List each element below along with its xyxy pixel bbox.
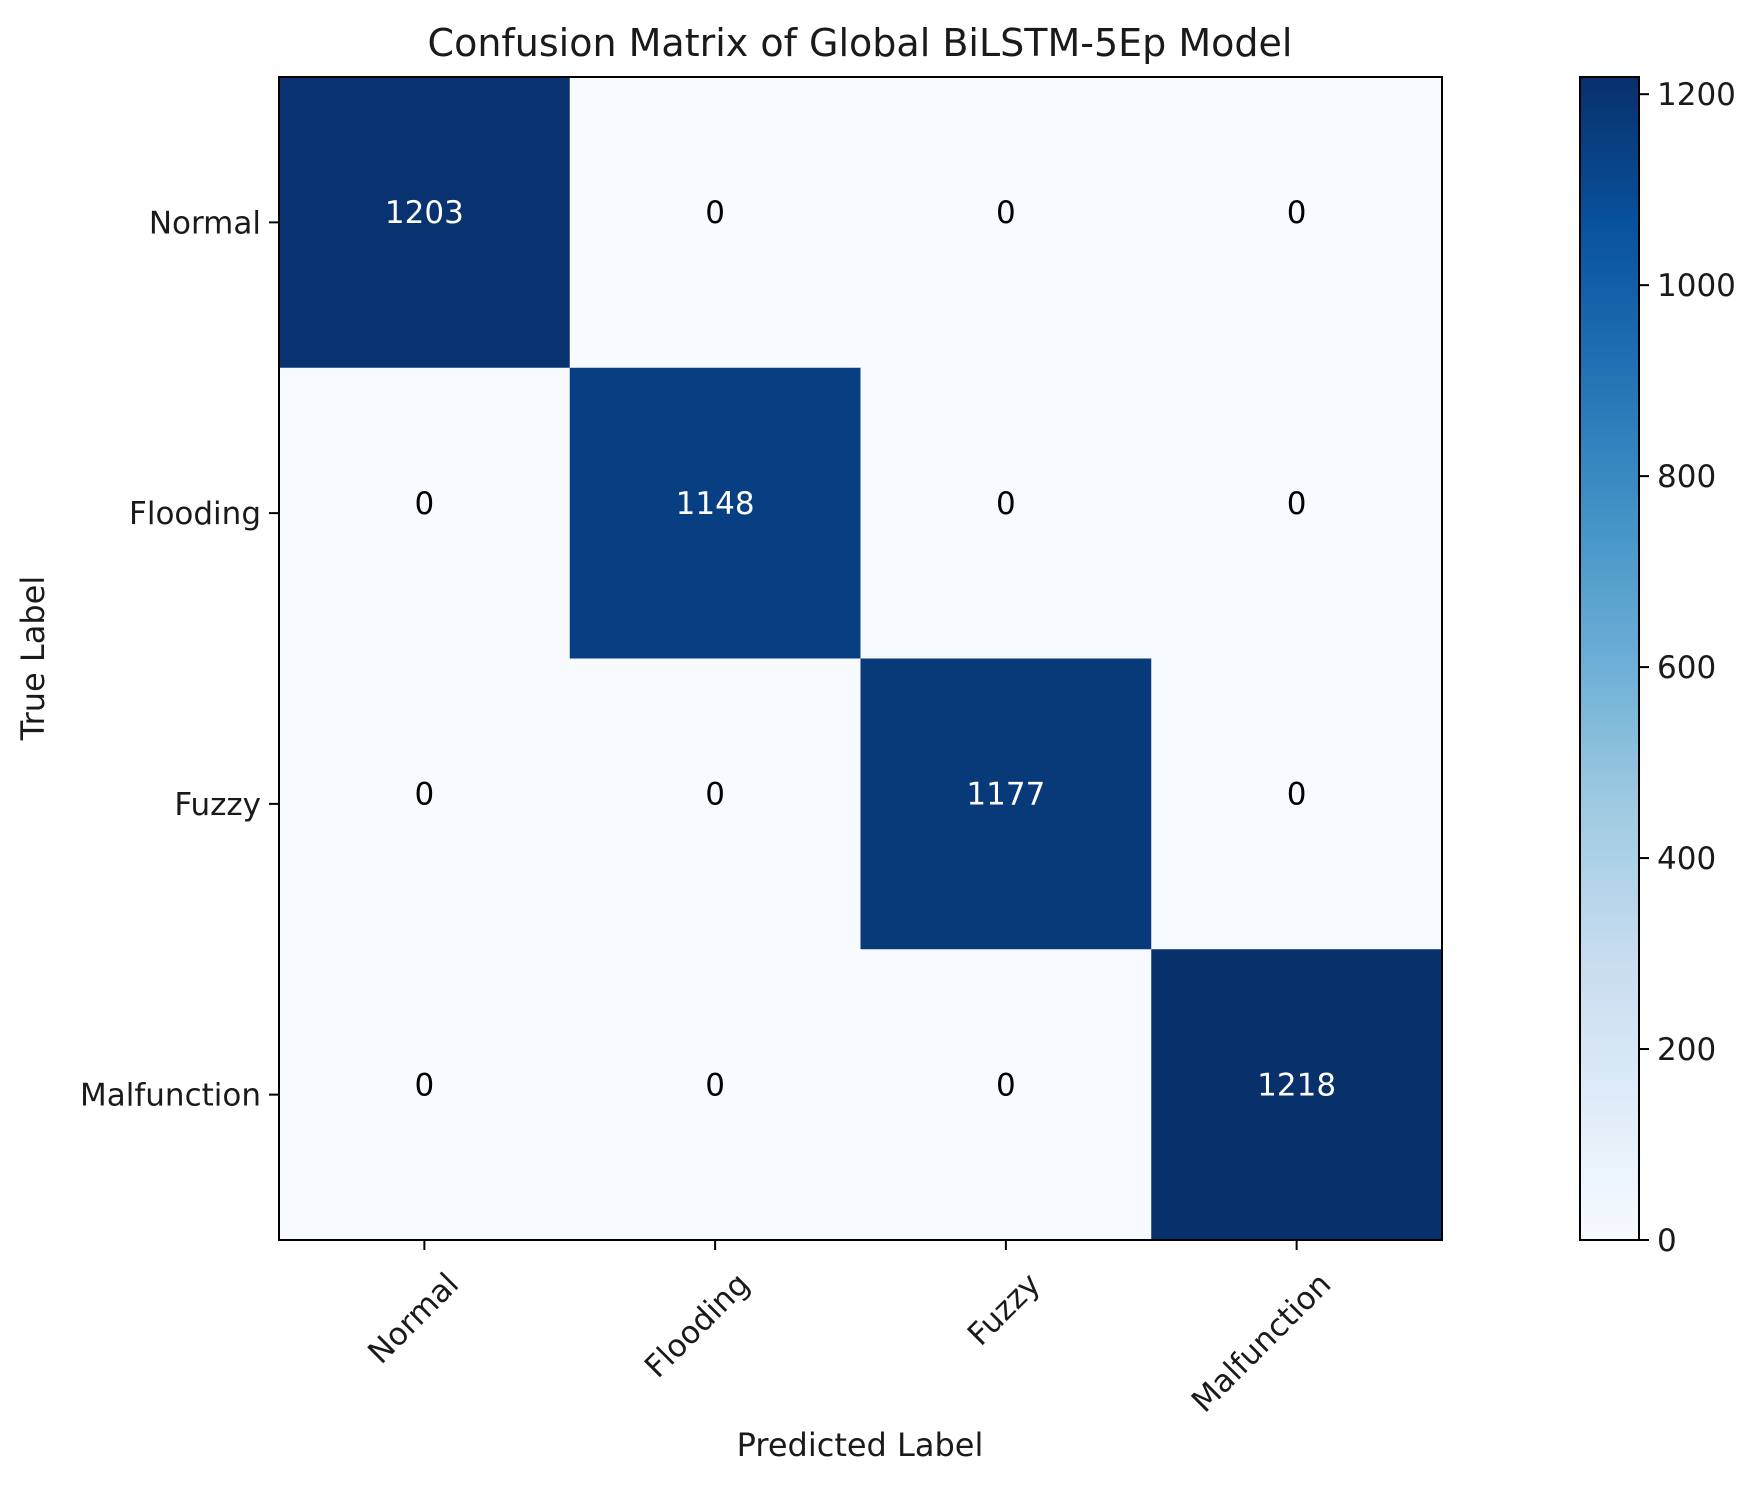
- heatmap-cell: [279, 949, 571, 1241]
- y-tick-label: Flooding: [129, 496, 261, 532]
- cell-value-label: 0: [1287, 195, 1307, 231]
- heatmap-cell: [860, 367, 1152, 659]
- cell-value-label: 0: [1287, 777, 1307, 813]
- plot-frame: [278, 76, 1443, 1241]
- colorbar-tick-label: 200: [1657, 1032, 1716, 1068]
- cell-value-label: 0: [996, 1067, 1016, 1103]
- heatmap-cell: [279, 77, 571, 369]
- cell-value-label: 0: [415, 777, 435, 813]
- heatmap-cell: [569, 367, 861, 659]
- y-axis-label: True Label: [14, 576, 52, 741]
- heatmap-cell: [860, 949, 1152, 1241]
- heatmap-cell: [279, 658, 571, 950]
- cell-value-label: 0: [705, 195, 725, 231]
- heatmap-cell: [1151, 77, 1443, 369]
- colorbar-ticks: 0 200 400 600 800 1000 1200: [1639, 77, 1736, 1259]
- heatmap-cell: [860, 77, 1152, 369]
- cell-value-label: 0: [996, 486, 1016, 522]
- colorbar-tick-label: 600: [1657, 650, 1716, 686]
- colorbar-tick-label: 400: [1657, 841, 1716, 877]
- y-tick-label: Malfunction: [80, 1078, 261, 1114]
- y-tick-label: Fuzzy: [174, 787, 261, 823]
- cell-value-label: 1203: [385, 195, 464, 231]
- y-axis-ticks: Normal Flooding Fuzzy Malfunction: [80, 205, 279, 1114]
- heatmap-cell: [569, 77, 861, 369]
- heatmap-cell: [279, 367, 571, 659]
- colorbar-tick-label: 800: [1657, 459, 1716, 495]
- cell-value-label: 0: [415, 486, 435, 522]
- cell-value-label: 0: [705, 777, 725, 813]
- cell-value-label: 0: [1287, 486, 1307, 522]
- heatmap-cell: [569, 658, 861, 950]
- chart-title: Confusion Matrix of Global BiLSTM-5Ep Mo…: [428, 21, 1293, 65]
- cell-value-label: 1218: [1257, 1067, 1336, 1103]
- heatmap-cell: [860, 658, 1152, 950]
- cell-value-label: 1177: [966, 777, 1045, 813]
- heatmap-cell: [1151, 658, 1443, 950]
- heatmap-cell: [1151, 367, 1443, 659]
- colorbar-tick-label: 0: [1657, 1223, 1677, 1259]
- heatmap-cell: [1151, 949, 1443, 1241]
- x-axis-label: Predicted Label: [737, 1426, 984, 1464]
- cell-value-label: 1148: [676, 486, 755, 522]
- heatmap-cells: [279, 77, 1443, 1241]
- cell-value-label: 0: [415, 1067, 435, 1103]
- colorbar-tick-label: 1000: [1657, 268, 1736, 304]
- colorbar-tick-label: 1200: [1657, 77, 1736, 113]
- cell-value-labels: 1203 0 0 0 0 1148 0 0 0 0 1177 0 0 0 0 1218: [385, 195, 1336, 1103]
- colorbar: [1579, 76, 1640, 1241]
- y-tick-label: Normal: [149, 205, 261, 241]
- heatmap-cell: [569, 949, 861, 1241]
- cell-value-label: 0: [705, 1067, 725, 1103]
- cell-value-label: 0: [996, 195, 1016, 231]
